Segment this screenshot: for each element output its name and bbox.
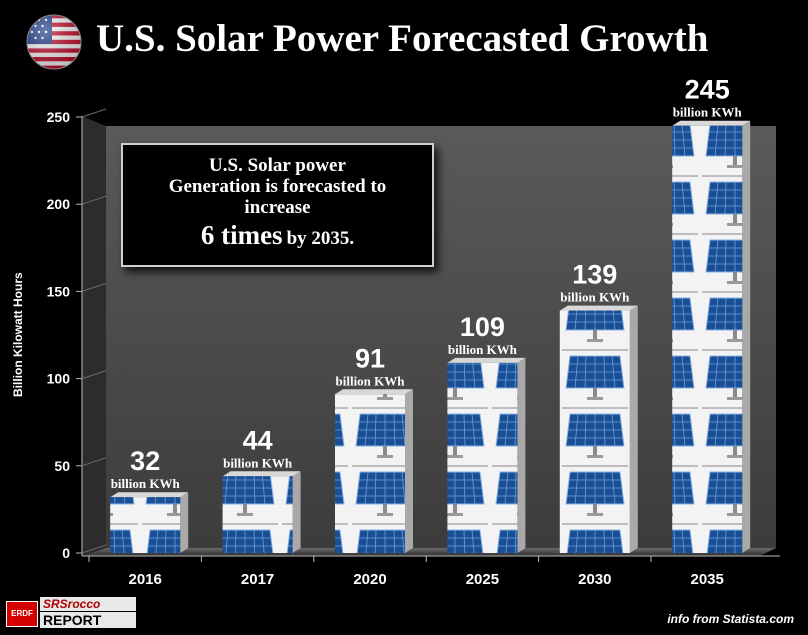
bar-unit-label: billion KWh bbox=[223, 455, 293, 470]
y-grid-stub bbox=[81, 370, 107, 380]
bar-top bbox=[672, 120, 751, 126]
us-flag-icon bbox=[26, 14, 82, 70]
bar-top bbox=[110, 492, 189, 498]
bar-unit-label: billion KWh bbox=[336, 373, 406, 388]
annotation-line: 6 times by 2035. bbox=[123, 220, 432, 251]
bar bbox=[672, 125, 743, 553]
bar-side bbox=[629, 305, 638, 553]
bar-top bbox=[559, 305, 638, 311]
bar bbox=[559, 310, 630, 553]
y-tick-label: 200 bbox=[47, 196, 71, 212]
logo-text: SRSrocco bbox=[40, 597, 136, 611]
source-credit: info from Statista.com bbox=[667, 612, 794, 626]
x-tick-label: 2017 bbox=[241, 571, 274, 588]
bar-side bbox=[742, 120, 751, 553]
y-tick-label: 150 bbox=[47, 283, 71, 299]
y-axis-label: Billion Kilowatt Hours bbox=[11, 272, 25, 397]
logo-text: REPORT bbox=[40, 612, 136, 628]
bar-side bbox=[180, 492, 189, 553]
y-grid-stub bbox=[81, 457, 107, 467]
annotation-line: U.S. Solar power bbox=[209, 155, 346, 176]
x-tick-label: 2016 bbox=[129, 571, 162, 588]
bar-side bbox=[517, 357, 526, 553]
bar-value-label: 44 bbox=[243, 425, 273, 455]
plot-side-wall bbox=[82, 116, 106, 556]
y-tick-label: 250 bbox=[47, 109, 71, 125]
srsrocco-report-logo: ERDF SRSrocco REPORT bbox=[6, 597, 136, 629]
y-tick-label: 0 bbox=[62, 545, 70, 561]
y-tick-label: 50 bbox=[54, 458, 70, 474]
bar-unit-label: billion KWh bbox=[560, 290, 630, 305]
bar bbox=[222, 476, 293, 553]
x-axis-ticks: 2016 2017 2020 2025 2030 2035 bbox=[88, 556, 724, 588]
annotation-tail: by 2035. bbox=[286, 228, 355, 249]
annotation-line: increase bbox=[244, 197, 311, 218]
y-grid-stub bbox=[81, 108, 107, 118]
bar-unit-label: billion KWh bbox=[673, 105, 743, 120]
x-tick-label: 2025 bbox=[466, 571, 499, 588]
bar-value-label: 245 bbox=[685, 75, 730, 105]
bar-top bbox=[335, 389, 413, 395]
annotation-line: Generation is forecasted to bbox=[168, 176, 387, 197]
bar-side bbox=[292, 471, 301, 553]
y-grid-stub bbox=[81, 195, 107, 205]
bar-value-label: 109 bbox=[460, 312, 505, 342]
y-grid-stub bbox=[81, 544, 107, 554]
bar-top bbox=[447, 357, 526, 363]
x-tick-label: 2030 bbox=[578, 571, 611, 588]
y-axis-ticks: 0 50 100 150 200 250 bbox=[47, 108, 107, 561]
bar-value-label: 91 bbox=[355, 343, 385, 373]
bar bbox=[447, 362, 518, 553]
y-tick-label: 100 bbox=[47, 371, 71, 387]
bar-top bbox=[222, 471, 301, 477]
annotation-box: U.S. Solar power Generation is forecaste… bbox=[121, 143, 434, 267]
annotation-emphasis: 6 times bbox=[200, 220, 283, 250]
bar-side bbox=[405, 389, 413, 553]
bar bbox=[110, 497, 181, 553]
bar-unit-label: billion KWh bbox=[448, 342, 518, 357]
x-tick-label: 2035 bbox=[691, 571, 724, 588]
bar bbox=[335, 394, 405, 553]
bar-value-label: 139 bbox=[572, 260, 617, 290]
logo-badge: ERDF bbox=[6, 601, 38, 627]
y-grid-stub bbox=[81, 282, 107, 292]
chart-title: U.S. Solar Power Forecasted Growth bbox=[96, 17, 709, 60]
bar-unit-label: billion KWh bbox=[111, 476, 181, 491]
x-tick-label: 2020 bbox=[353, 571, 386, 588]
bar-value-label: 32 bbox=[130, 446, 160, 476]
